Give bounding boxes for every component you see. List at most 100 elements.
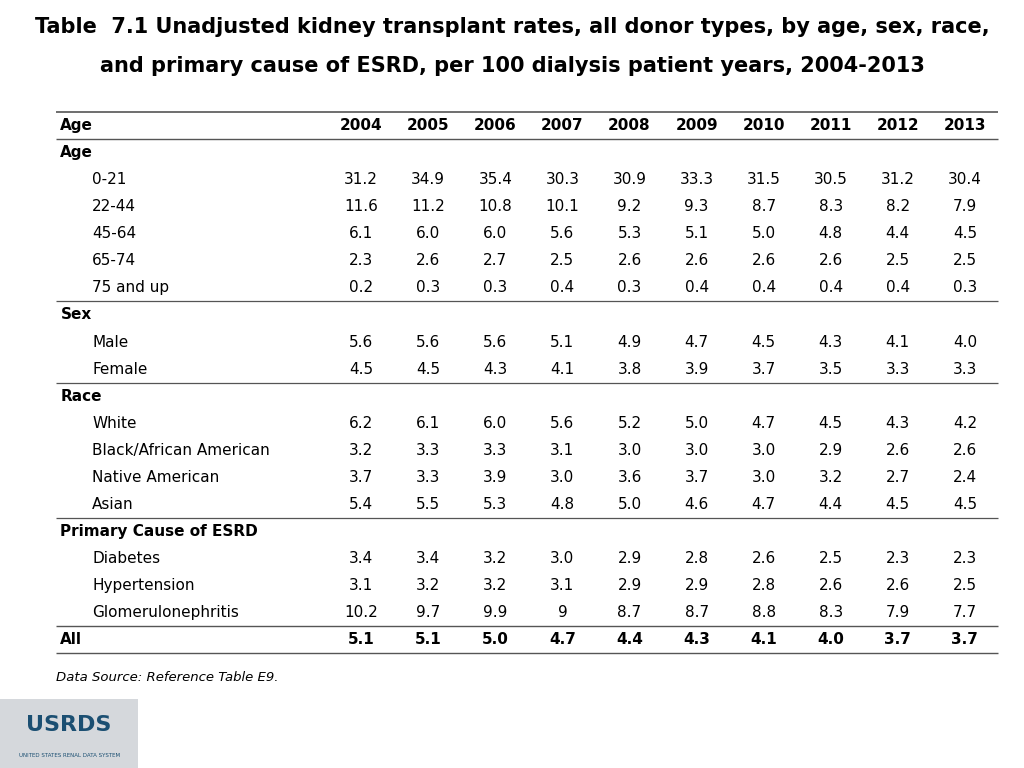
Text: 9.9: 9.9 <box>483 605 508 621</box>
Text: 5.0: 5.0 <box>684 415 709 431</box>
Text: 9.2: 9.2 <box>617 199 642 214</box>
Text: 5.3: 5.3 <box>617 227 642 241</box>
Text: 4.5: 4.5 <box>952 227 977 241</box>
Text: 6.2: 6.2 <box>349 415 374 431</box>
Text: 3.0: 3.0 <box>617 443 642 458</box>
Text: 4.4: 4.4 <box>818 497 843 512</box>
Text: 65-74: 65-74 <box>92 253 136 268</box>
Text: 2004: 2004 <box>340 118 383 133</box>
Text: 2013: 2013 <box>943 118 986 133</box>
Text: 3.9: 3.9 <box>483 470 508 485</box>
Text: 4.4: 4.4 <box>616 632 643 647</box>
Text: UNITED STATES RENAL DATA SYSTEM: UNITED STATES RENAL DATA SYSTEM <box>18 753 120 758</box>
Text: 31.2: 31.2 <box>344 172 378 187</box>
Text: 2.9: 2.9 <box>684 578 709 593</box>
Text: 5.1: 5.1 <box>348 632 375 647</box>
Text: 5.2: 5.2 <box>617 415 642 431</box>
Text: 4.2: 4.2 <box>952 415 977 431</box>
Text: 3.9: 3.9 <box>684 362 709 376</box>
Text: 7.9: 7.9 <box>886 605 910 621</box>
Text: 3.5: 3.5 <box>818 362 843 376</box>
Text: 4.7: 4.7 <box>549 632 575 647</box>
Text: 8: 8 <box>987 724 998 743</box>
Text: 5.0: 5.0 <box>482 632 509 647</box>
Text: 2.6: 2.6 <box>886 443 910 458</box>
Text: 3.7: 3.7 <box>885 632 911 647</box>
Text: 5.6: 5.6 <box>550 227 574 241</box>
Text: 31.5: 31.5 <box>746 172 780 187</box>
Text: Age: Age <box>60 118 93 133</box>
Text: 30.9: 30.9 <box>612 172 646 187</box>
Text: 0.3: 0.3 <box>617 280 642 296</box>
Text: 0.4: 0.4 <box>886 280 910 296</box>
Text: 2.5: 2.5 <box>818 551 843 566</box>
Text: 8.7: 8.7 <box>684 605 709 621</box>
Text: 2010: 2010 <box>742 118 785 133</box>
Text: 2.6: 2.6 <box>952 443 977 458</box>
Text: 2.6: 2.6 <box>818 578 843 593</box>
Text: 30.3: 30.3 <box>546 172 580 187</box>
Text: 2007: 2007 <box>541 118 584 133</box>
Text: Primary Cause of ESRD: Primary Cause of ESRD <box>60 524 258 539</box>
Text: Race: Race <box>60 389 102 404</box>
Text: 5.5: 5.5 <box>416 497 440 512</box>
Text: 2011: 2011 <box>810 118 852 133</box>
Text: Glomerulonephritis: Glomerulonephritis <box>92 605 239 621</box>
Text: 8.8: 8.8 <box>752 605 776 621</box>
Text: 2.7: 2.7 <box>483 253 508 268</box>
Text: 3.6: 3.6 <box>617 470 642 485</box>
Text: Age: Age <box>60 145 93 160</box>
Text: 3.8: 3.8 <box>617 362 642 376</box>
Text: 2006: 2006 <box>474 118 517 133</box>
Text: 31.2: 31.2 <box>881 172 914 187</box>
Text: 4.5: 4.5 <box>416 362 440 376</box>
Text: 4.0: 4.0 <box>817 632 844 647</box>
Text: 2.6: 2.6 <box>684 253 709 268</box>
Text: Sex: Sex <box>60 307 92 323</box>
Text: 2.6: 2.6 <box>752 253 776 268</box>
Text: 10.8: 10.8 <box>478 199 512 214</box>
Text: 0-21: 0-21 <box>92 172 127 187</box>
Text: 3.4: 3.4 <box>416 551 440 566</box>
Text: 4.3: 4.3 <box>886 415 910 431</box>
Text: 5.6: 5.6 <box>349 335 374 349</box>
Text: 3.7: 3.7 <box>349 470 374 485</box>
Text: 2.9: 2.9 <box>617 551 642 566</box>
Text: 5.1: 5.1 <box>550 335 574 349</box>
Text: Hypertension: Hypertension <box>92 578 195 593</box>
Text: 2.8: 2.8 <box>752 578 776 593</box>
Text: 3.3: 3.3 <box>416 470 440 485</box>
Text: and primary cause of ESRD, per 100 dialysis patient years, 2004-2013: and primary cause of ESRD, per 100 dialy… <box>99 56 925 76</box>
Text: 3.7: 3.7 <box>951 632 978 647</box>
Text: 0.4: 0.4 <box>818 280 843 296</box>
Text: 2.9: 2.9 <box>818 443 843 458</box>
Text: 4.3: 4.3 <box>683 632 710 647</box>
Text: 3.7: 3.7 <box>752 362 776 376</box>
Text: 3.2: 3.2 <box>483 551 508 566</box>
Text: 0.3: 0.3 <box>483 280 508 296</box>
Text: 2.5: 2.5 <box>550 253 574 268</box>
Text: 30.4: 30.4 <box>948 172 982 187</box>
Text: 75 and up: 75 and up <box>92 280 169 296</box>
Text: 2.6: 2.6 <box>886 578 910 593</box>
Text: 2.3: 2.3 <box>886 551 910 566</box>
Text: 3.2: 3.2 <box>818 470 843 485</box>
Text: 5.6: 5.6 <box>550 415 574 431</box>
Bar <box>0 699 138 768</box>
Text: 2.4: 2.4 <box>952 470 977 485</box>
Text: 3.7: 3.7 <box>684 470 709 485</box>
Text: 5.0: 5.0 <box>617 497 642 512</box>
Text: 4.1: 4.1 <box>550 362 574 376</box>
Text: White: White <box>92 415 136 431</box>
Text: All: All <box>60 632 82 647</box>
Text: USRDS: USRDS <box>27 715 112 735</box>
Text: 4.3: 4.3 <box>483 362 508 376</box>
Text: Black/African American: Black/African American <box>92 443 270 458</box>
Text: 4.3: 4.3 <box>818 335 843 349</box>
Text: Vol 2, ESRD, Ch 7: Vol 2, ESRD, Ch 7 <box>482 724 644 743</box>
Text: 4.5: 4.5 <box>886 497 910 512</box>
Text: 4.7: 4.7 <box>752 415 776 431</box>
Text: 4.7: 4.7 <box>684 335 709 349</box>
Text: 4.5: 4.5 <box>349 362 374 376</box>
Text: 5.4: 5.4 <box>349 497 374 512</box>
